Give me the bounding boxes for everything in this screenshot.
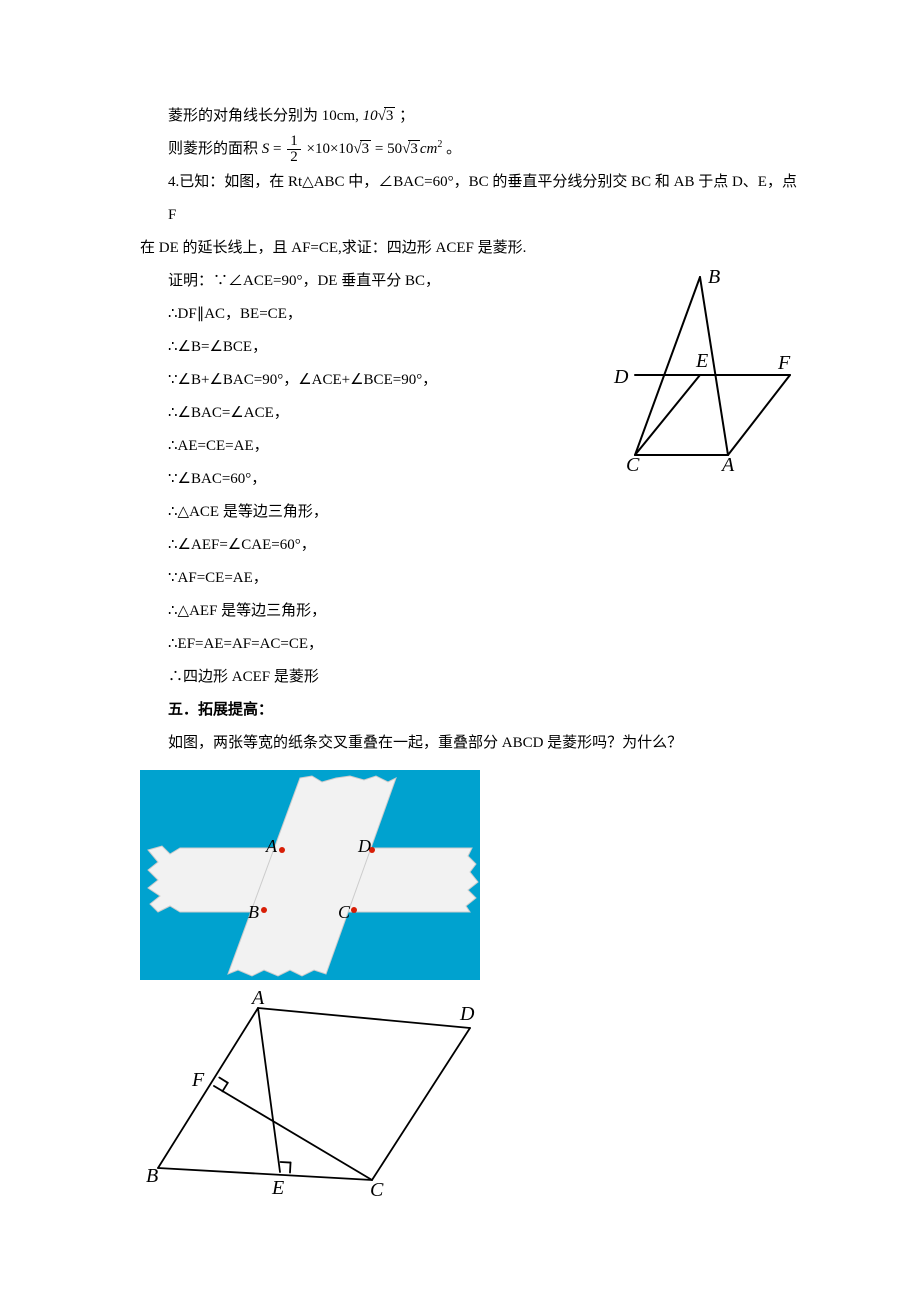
frac-num: 1: [287, 134, 301, 150]
svg-text:C: C: [338, 902, 351, 922]
svg-text:C: C: [626, 454, 640, 475]
figure-paper-strips: A D B C: [140, 770, 480, 980]
fraction: 1 2: [287, 134, 301, 165]
proof-l10: ∵AF=CE=AE，: [140, 562, 800, 595]
q5-text: 如图，两张等宽的纸条交叉重叠在一起，重叠部分 ABCD 是菱形吗？为什么？: [140, 727, 800, 760]
l2-end: 。: [442, 141, 461, 157]
l2-eq: =: [273, 141, 285, 157]
svg-text:A: A: [265, 836, 278, 856]
l1-coef: 10: [363, 108, 378, 124]
problem4-line2: 在 DE 的延长线上，且 AF=CE,求证：四边形 ACEF 是菱形.: [140, 232, 800, 265]
svg-text:E: E: [271, 1177, 284, 1199]
svg-text:D: D: [613, 366, 629, 388]
l1-prefix: 菱形的对角线长分别为 10cm,: [168, 108, 359, 124]
l2-eq2: = 50: [375, 141, 402, 157]
l2-S: S: [262, 141, 270, 157]
l2-unit: cm: [420, 141, 438, 157]
fig1-svg: B D E F C A: [600, 265, 800, 475]
l1-suffix: ；: [395, 108, 414, 124]
svg-text:D: D: [459, 1003, 475, 1025]
sqrt-icon: √3: [353, 133, 371, 166]
svg-text:B: B: [146, 1165, 158, 1187]
sqrt-icon: √3: [378, 100, 396, 133]
svg-text:A: A: [720, 454, 735, 475]
svg-text:B: B: [708, 266, 720, 288]
proof-l12: ∴EF=AE=AF=AC=CE，: [140, 628, 800, 661]
proof-l13: ∴四边形 ACEF 是菱形: [140, 661, 800, 694]
svg-text:B: B: [248, 902, 259, 922]
section-5-title: 五．拓展提高：: [140, 694, 800, 727]
problem4-line1: 4.已知：如图，在 Rt△ABC 中，∠BAC=60°，BC 的垂直平分线分别交…: [140, 166, 800, 232]
text-line-1: 菱形的对角线长分别为 10cm, 10√3 ；: [140, 100, 800, 133]
proof-l8: ∴△ACE 是等边三角形，: [140, 496, 800, 529]
svg-text:C: C: [370, 1179, 384, 1201]
proof-l11: ∴△AEF 是等边三角形，: [140, 595, 800, 628]
svg-text:F: F: [191, 1069, 205, 1091]
figure-triangle-acef: B D E F C A: [600, 265, 800, 475]
svg-text:F: F: [777, 352, 791, 374]
l2-prefix: 则菱形的面积: [168, 141, 258, 157]
svg-text:D: D: [357, 836, 371, 856]
sqrt-icon: √3: [402, 133, 420, 166]
text-line-2: 则菱形的面积 S = 1 2 ×10×10√3 = 50√3cm2 。: [140, 133, 800, 166]
svg-text:E: E: [695, 350, 708, 372]
figure-parallelogram-abcd: A D B C E F: [140, 990, 800, 1205]
fig2-svg: A D B C E F: [140, 990, 500, 1205]
l2-mid: ×10×10: [306, 141, 353, 157]
frac-den: 2: [287, 150, 301, 165]
svg-text:A: A: [250, 990, 265, 1009]
l1-radicand: 3: [384, 107, 396, 124]
proof-l9: ∴∠AEF=∠CAE=60°，: [140, 529, 800, 562]
strip-svg: A D B C: [140, 770, 480, 980]
